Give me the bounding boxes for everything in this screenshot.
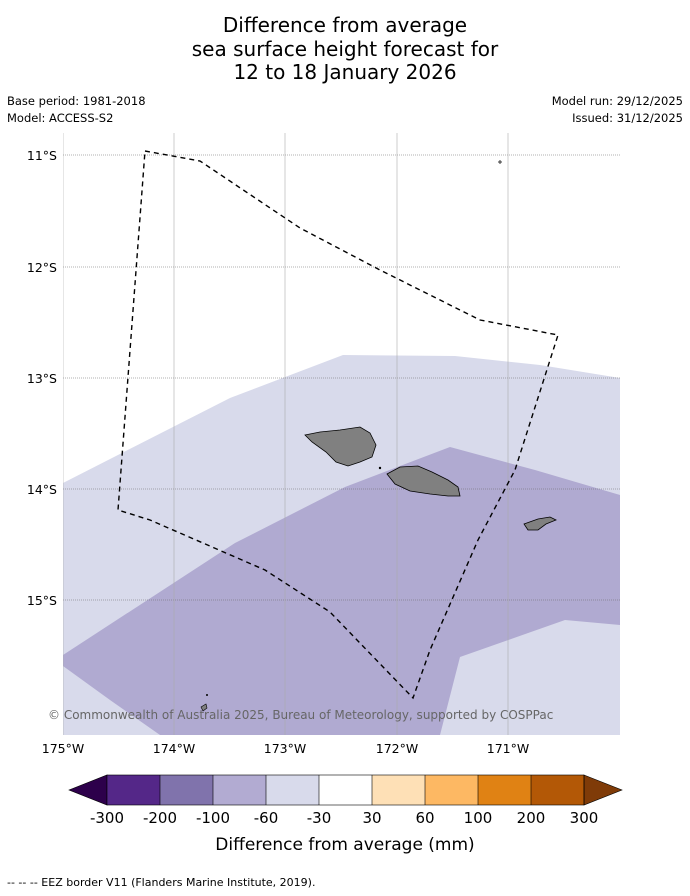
colorbar-bin-5 bbox=[319, 775, 372, 805]
colorbar-tick: -60 bbox=[254, 809, 279, 827]
eez-border bbox=[117, 150, 559, 700]
niuafoou-islet-small bbox=[206, 694, 208, 696]
latitude-labels: 11°S 12°S 13°S 14°S 15°S bbox=[27, 148, 57, 608]
manono-islet bbox=[378, 466, 382, 470]
lon-label-174w: 174°W bbox=[153, 741, 195, 756]
lat-label-12s: 12°S bbox=[27, 260, 57, 275]
colorbar-tick: 60 bbox=[415, 809, 434, 827]
colorbar-frame bbox=[106, 774, 585, 806]
colorbar-bin-4 bbox=[266, 775, 319, 805]
colorbar-bin-9 bbox=[531, 775, 584, 805]
map-area bbox=[63, 133, 620, 735]
lon-label-172w: 172°W bbox=[376, 741, 418, 756]
lon-label-171w: 171°W bbox=[487, 741, 529, 756]
colorbar-tick: 30 bbox=[362, 809, 381, 827]
colorbar-dividers bbox=[159, 775, 532, 805]
colorbar-tick: 300 bbox=[570, 809, 599, 827]
title-line-2: sea surface height forecast for bbox=[191, 36, 499, 61]
longitude-labels: 175°W 174°W 173°W 172°W 171°W bbox=[42, 741, 529, 756]
upolu-island bbox=[386, 465, 461, 497]
lon-label-173w: 173°W bbox=[264, 741, 306, 756]
colorbar-tick: -100 bbox=[196, 809, 230, 827]
title-line-3: 12 to 18 January 2026 bbox=[233, 60, 457, 84]
chart-title: Difference from average sea surface heig… bbox=[0, 13, 690, 85]
colorbar-bin-1 bbox=[107, 775, 160, 805]
colorbar-tick: -200 bbox=[143, 809, 177, 827]
colorbar-bin-7 bbox=[425, 775, 478, 805]
meta-left: Base period: 1981-2018 Model: ACCESS-S2 bbox=[7, 93, 146, 127]
swains-islet bbox=[498, 160, 502, 164]
colorbar-tick: 200 bbox=[517, 809, 546, 827]
title-line-1: Difference from average bbox=[222, 13, 468, 37]
colorbar-ticks: -300 -200 -100 -60 -30 30 60 100 200 300 bbox=[90, 809, 598, 827]
colorbar-tick: -300 bbox=[90, 809, 124, 827]
colorbar-extend-high bbox=[583, 774, 623, 806]
lat-label-15s: 15°S bbox=[27, 593, 57, 608]
lat-label-14s: 14°S bbox=[27, 482, 57, 497]
tutuila-island bbox=[523, 516, 557, 531]
anomaly-region-medium bbox=[63, 447, 620, 735]
copyright-text: © Commonwealth of Australia 2025, Bureau… bbox=[48, 708, 553, 722]
savaii-island bbox=[304, 426, 377, 467]
colorbar-bin-8 bbox=[478, 775, 531, 805]
graticule bbox=[63, 133, 620, 735]
model-run: Model run: 29/12/2025 bbox=[551, 94, 683, 108]
meta-right: Model run: 29/12/2025 Issued: 31/12/2025 bbox=[552, 93, 683, 127]
colorbar-tick: 100 bbox=[464, 809, 493, 827]
model-name: Model: ACCESS-S2 bbox=[7, 111, 114, 125]
colorbar-bin-3 bbox=[213, 775, 266, 805]
lat-label-13s: 13°S bbox=[27, 371, 57, 386]
niuafoou-islet bbox=[200, 703, 208, 712]
colorbar-bin-6 bbox=[372, 775, 425, 805]
lat-label-11s: 11°S bbox=[27, 148, 57, 163]
colorbar-title: Difference from average (mm) bbox=[215, 835, 474, 855]
issued-date: Issued: 31/12/2025 bbox=[572, 111, 683, 125]
colorbar-tick: -30 bbox=[307, 809, 332, 827]
colorbar: -300 -200 -100 -60 -30 30 60 100 200 300… bbox=[68, 774, 623, 855]
colorbar-extend-low bbox=[68, 774, 108, 806]
anomaly-region-light-southwest bbox=[63, 666, 160, 735]
eez-legend: -- -- -- EEZ border V11 (Flanders Marine… bbox=[7, 876, 316, 889]
lon-label-175w: 175°W bbox=[42, 741, 84, 756]
colorbar-bin-2 bbox=[160, 775, 213, 805]
base-period: Base period: 1981-2018 bbox=[7, 94, 146, 108]
